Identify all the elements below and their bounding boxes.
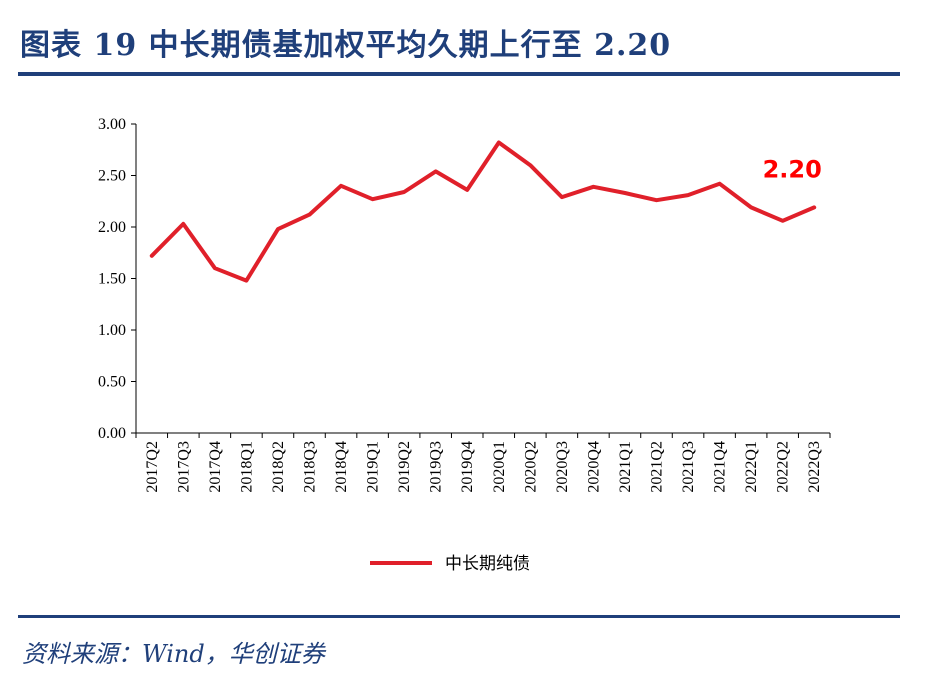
x-tick-label: 2020Q1: [491, 441, 508, 493]
x-tick-label: 2017Q2: [144, 441, 161, 493]
y-tick-label: 2.00: [98, 219, 126, 236]
x-tick-label: 2021Q2: [649, 441, 666, 493]
x-tick-label: 2020Q2: [522, 441, 539, 493]
x-tick-label: 2017Q3: [175, 441, 192, 493]
y-tick-label: 0.00: [98, 425, 126, 442]
x-tick-label: 2018Q2: [270, 441, 287, 493]
y-tick-label: 3.00: [98, 116, 126, 133]
x-tick-label: 2020Q3: [554, 441, 571, 493]
x-tick-label: 2022Q3: [806, 441, 823, 493]
last-value-annotation: 2.20: [763, 155, 822, 183]
title-divider: [18, 72, 900, 76]
x-tick-label: 2018Q1: [238, 441, 255, 493]
x-tick-label: 2022Q1: [743, 441, 760, 493]
x-tick-label: 2021Q4: [712, 441, 729, 493]
x-tick-label: 2019Q3: [428, 441, 445, 493]
y-tick-label: 0.50: [98, 374, 126, 391]
source-note: 资料来源：Wind，华创证券: [22, 640, 325, 668]
y-tick-label: 1.50: [98, 271, 126, 288]
x-tick-label: 2020Q4: [585, 441, 602, 493]
x-tick-label: 2018Q4: [333, 441, 350, 493]
x-tick-label: 2021Q3: [680, 441, 697, 493]
x-tick-label: 2017Q4: [207, 441, 224, 493]
x-tick-label: 2018Q3: [302, 441, 319, 493]
source-divider: [18, 615, 900, 618]
x-tick-label: 2019Q1: [365, 441, 382, 493]
y-tick-label: 1.00: [98, 322, 126, 339]
series-line: [149, 140, 817, 283]
legend-label: 中长期纯债: [445, 554, 530, 574]
x-tick-label: 2019Q4: [459, 441, 476, 493]
x-tick-label: 2021Q1: [617, 441, 634, 493]
x-tick-label: 2019Q2: [396, 441, 413, 493]
y-tick-label: 2.50: [98, 168, 126, 185]
chart-title: 图表 19 中长期债基加权平均久期上行至 2.20: [20, 28, 672, 63]
x-tick-label: 2022Q2: [775, 441, 792, 493]
